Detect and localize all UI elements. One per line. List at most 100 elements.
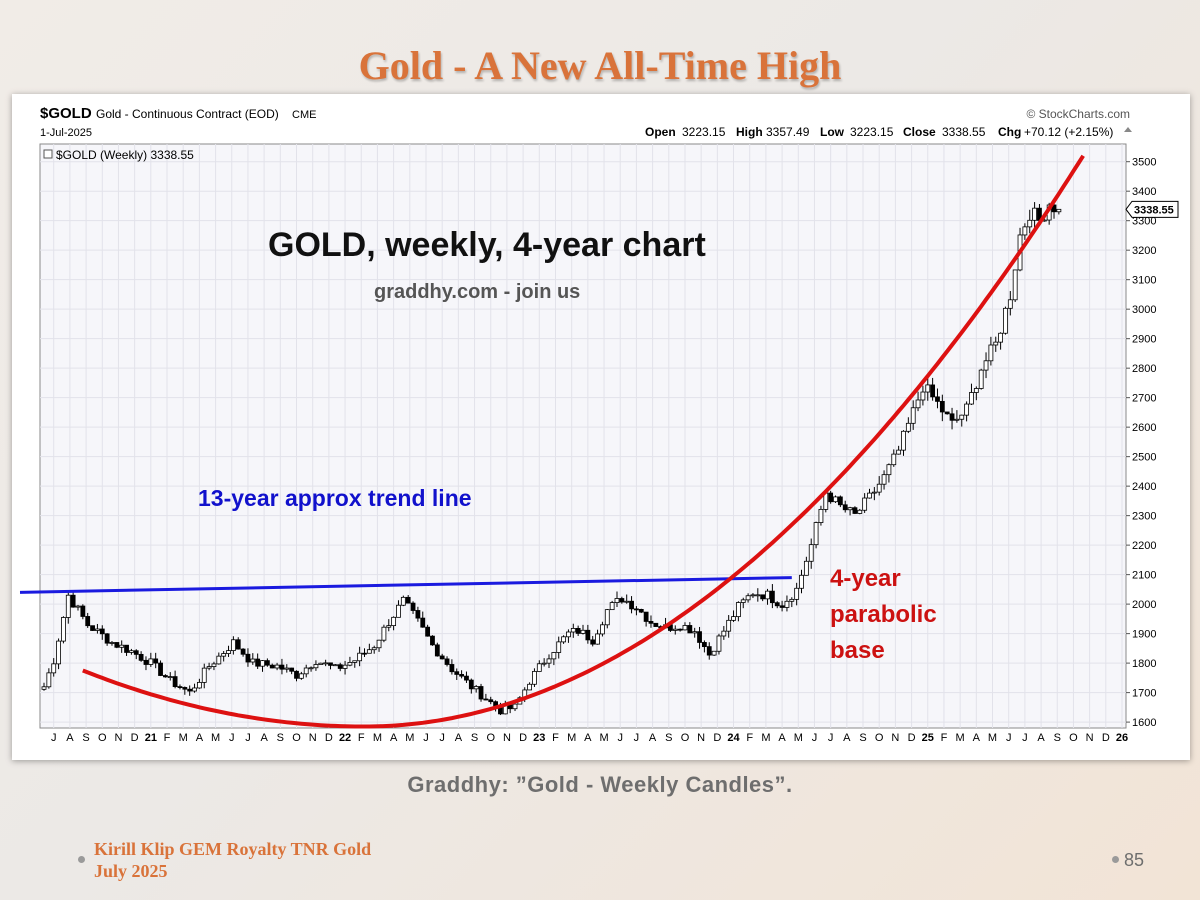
candle-body [629, 600, 634, 610]
y-tick-label: 3300 [1132, 216, 1156, 228]
candle-body [935, 396, 940, 402]
x-tick-label: 21 [145, 732, 157, 744]
x-tick-label: J [439, 732, 445, 744]
candle-body [70, 594, 76, 608]
candle-body [837, 496, 843, 506]
candle-body [1007, 299, 1013, 309]
candle-body [541, 662, 547, 665]
candle-body [794, 587, 800, 600]
candle-body [745, 595, 751, 601]
x-tick-label: J [423, 732, 429, 744]
candle-body [337, 664, 343, 669]
y-tick-label: 3200 [1132, 245, 1156, 257]
candle-body [536, 663, 542, 672]
low-value: 3223.15 [850, 125, 894, 139]
candle-body [162, 675, 168, 678]
collapse-arrow-icon[interactable] [1124, 127, 1132, 132]
candle-body [133, 650, 139, 655]
candle-body [255, 658, 261, 667]
x-tick-label: A [843, 732, 851, 744]
candle-body [488, 699, 494, 703]
candle-body [818, 508, 824, 523]
candle-body [813, 522, 819, 546]
legend-candle-icon [43, 149, 53, 159]
page-number: 85 [1124, 850, 1145, 870]
candle-body [342, 664, 348, 669]
x-tick-label: O [1069, 732, 1078, 744]
footer-credit: Kirill Klip GEM Royalty TNR Gold July 20… [94, 838, 371, 882]
candle-body [803, 560, 809, 576]
y-tick-label: 3000 [1132, 304, 1156, 316]
x-tick-label: N [503, 732, 511, 744]
candle-body [842, 504, 848, 511]
candle-body [206, 666, 212, 669]
candle-body [901, 430, 906, 451]
candle-body [648, 621, 654, 624]
candle-body [240, 648, 246, 655]
candle-body [716, 635, 722, 652]
candle-body [85, 616, 91, 627]
candle-body [969, 392, 974, 405]
candle-body [930, 384, 936, 398]
chg-value: +70.12 (+2.15%) [1024, 125, 1113, 139]
candle-body [104, 633, 110, 644]
candle-body [643, 611, 649, 622]
x-tick-label: J [51, 732, 57, 744]
candle-body [444, 658, 450, 665]
candle-body [706, 646, 712, 656]
x-tick-label: F [746, 732, 753, 744]
candle-body [993, 341, 999, 346]
overlays [19, 154, 1085, 729]
candle-body [735, 602, 741, 618]
candle-body [109, 642, 115, 644]
candle-body [158, 662, 163, 676]
candle-body [1032, 207, 1037, 221]
candle-body [765, 590, 770, 600]
candle-body [634, 608, 639, 611]
candle-body [323, 662, 329, 665]
candle-body [119, 644, 125, 648]
candle-body [99, 628, 105, 635]
candle-body [279, 664, 285, 670]
candle-body [595, 633, 600, 645]
x-tick-label: J [812, 732, 818, 744]
candle-body [80, 605, 86, 617]
candle-body [789, 598, 795, 602]
y-tick-label: 2700 [1132, 393, 1156, 405]
candle-body [245, 653, 251, 663]
candle-body [512, 703, 518, 710]
candle-body [230, 639, 236, 651]
x-tick-label: M [179, 732, 188, 744]
candle-body [468, 679, 474, 690]
x-tick-label: M [988, 732, 997, 744]
candles [41, 201, 1062, 716]
base-label-line-1: 4-year [830, 565, 901, 592]
candle-body [828, 492, 834, 503]
x-tick-label: N [309, 732, 317, 744]
x-tick-label: 22 [339, 732, 351, 744]
x-tick-label: J [1006, 732, 1012, 744]
candle-body [779, 605, 785, 608]
candle-body [556, 641, 562, 653]
x-tick-label: O [875, 732, 884, 744]
candle-body [303, 667, 309, 675]
candle-body [896, 449, 902, 455]
candle-body [721, 630, 727, 637]
x-tick-label: J [1022, 732, 1027, 744]
candle-body [905, 422, 911, 432]
x-tick-label: S [277, 732, 284, 744]
candle-body [959, 414, 965, 420]
y-axis: 1600 1700 1800 1900 2000 2100 2200 2300 2400 2500… [1126, 157, 1156, 729]
candle-body [876, 483, 882, 493]
x-tick-label: D [519, 732, 527, 744]
candle-body [298, 673, 304, 679]
x-tick-label: J [828, 732, 834, 744]
candle-body [294, 670, 299, 679]
y-tick-label: 2500 [1132, 452, 1156, 464]
chart-legend: $GOLD (Weekly) 3338.55 [56, 148, 194, 162]
candle-body [124, 644, 129, 653]
x-tick-label: D [908, 732, 916, 744]
chg-label: Chg [998, 125, 1021, 139]
y-tick-label: 2600 [1132, 422, 1156, 434]
x-tick-label: N [114, 732, 122, 744]
